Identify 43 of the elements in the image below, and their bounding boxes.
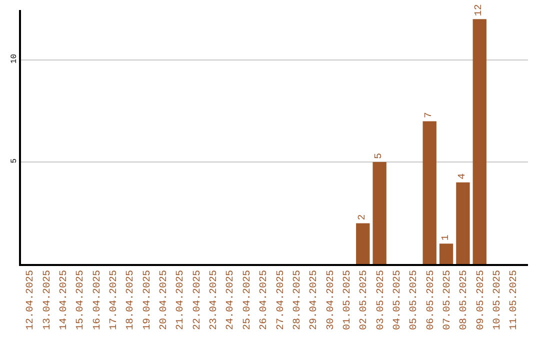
x-tick-label: 29.04.2025 — [309, 270, 320, 330]
bar — [372, 162, 386, 264]
bar — [456, 182, 470, 264]
x-tick-label: 30.04.2025 — [326, 270, 337, 330]
x-tick-label: 01.05.2025 — [342, 270, 354, 330]
x-tick-label: 08.05.2025 — [459, 270, 470, 330]
x-tick-label: 20.04.2025 — [159, 270, 170, 330]
x-tick-label: 19.04.2025 — [142, 270, 154, 330]
x-tick-label: 15.04.2025 — [76, 270, 87, 330]
x-tick-label: 21.04.2025 — [176, 270, 187, 330]
bar — [472, 19, 486, 264]
x-tick-label: 02.05.2025 — [359, 270, 370, 330]
x-tick-label: 25.04.2025 — [242, 270, 254, 330]
x-tick-label: 14.04.2025 — [58, 270, 70, 330]
x-tick-label: 17.04.2025 — [108, 270, 120, 330]
bar — [439, 244, 454, 264]
x-tick-label: 24.04.2025 — [226, 270, 237, 330]
x-tick-label: 09.05.2025 — [476, 270, 487, 330]
x-tick-label: 16.04.2025 — [92, 270, 104, 330]
x-tick-label: 22.04.2025 — [192, 270, 204, 330]
x-tick-label: 04.05.2025 — [392, 270, 404, 330]
x-tick-label: 05.05.2025 — [409, 270, 420, 330]
x-tick-label: 11.05.2025 — [509, 270, 520, 330]
y-tick-label: 10 — [10, 54, 19, 64]
x-tick-label: 26.04.2025 — [259, 270, 270, 330]
x-tick-label: 27.04.2025 — [276, 270, 287, 330]
data-label: 5 — [374, 152, 386, 159]
x-tick-label: 06.05.2025 — [426, 270, 437, 330]
x-tick-label: 28.04.2025 — [292, 270, 304, 330]
x-tick-label: 23.04.2025 — [209, 270, 220, 330]
x-tick-label: 03.05.2025 — [376, 270, 387, 330]
data-label: 4 — [457, 173, 468, 180]
bar — [422, 121, 436, 264]
data-label: 7 — [424, 112, 436, 118]
data-label: 1 — [440, 234, 452, 241]
x-tick-label: 18.04.2025 — [126, 270, 137, 330]
x-tick-label: 10.05.2025 — [492, 270, 504, 330]
x-tick-label: 12.04.2025 — [26, 270, 37, 330]
data-label: 2 — [357, 214, 368, 220]
x-tick-label: 13.04.2025 — [42, 270, 54, 330]
data-label: 12 — [474, 4, 486, 16]
x-tick-label: 07.05.2025 — [442, 270, 454, 330]
bar — [356, 223, 370, 264]
